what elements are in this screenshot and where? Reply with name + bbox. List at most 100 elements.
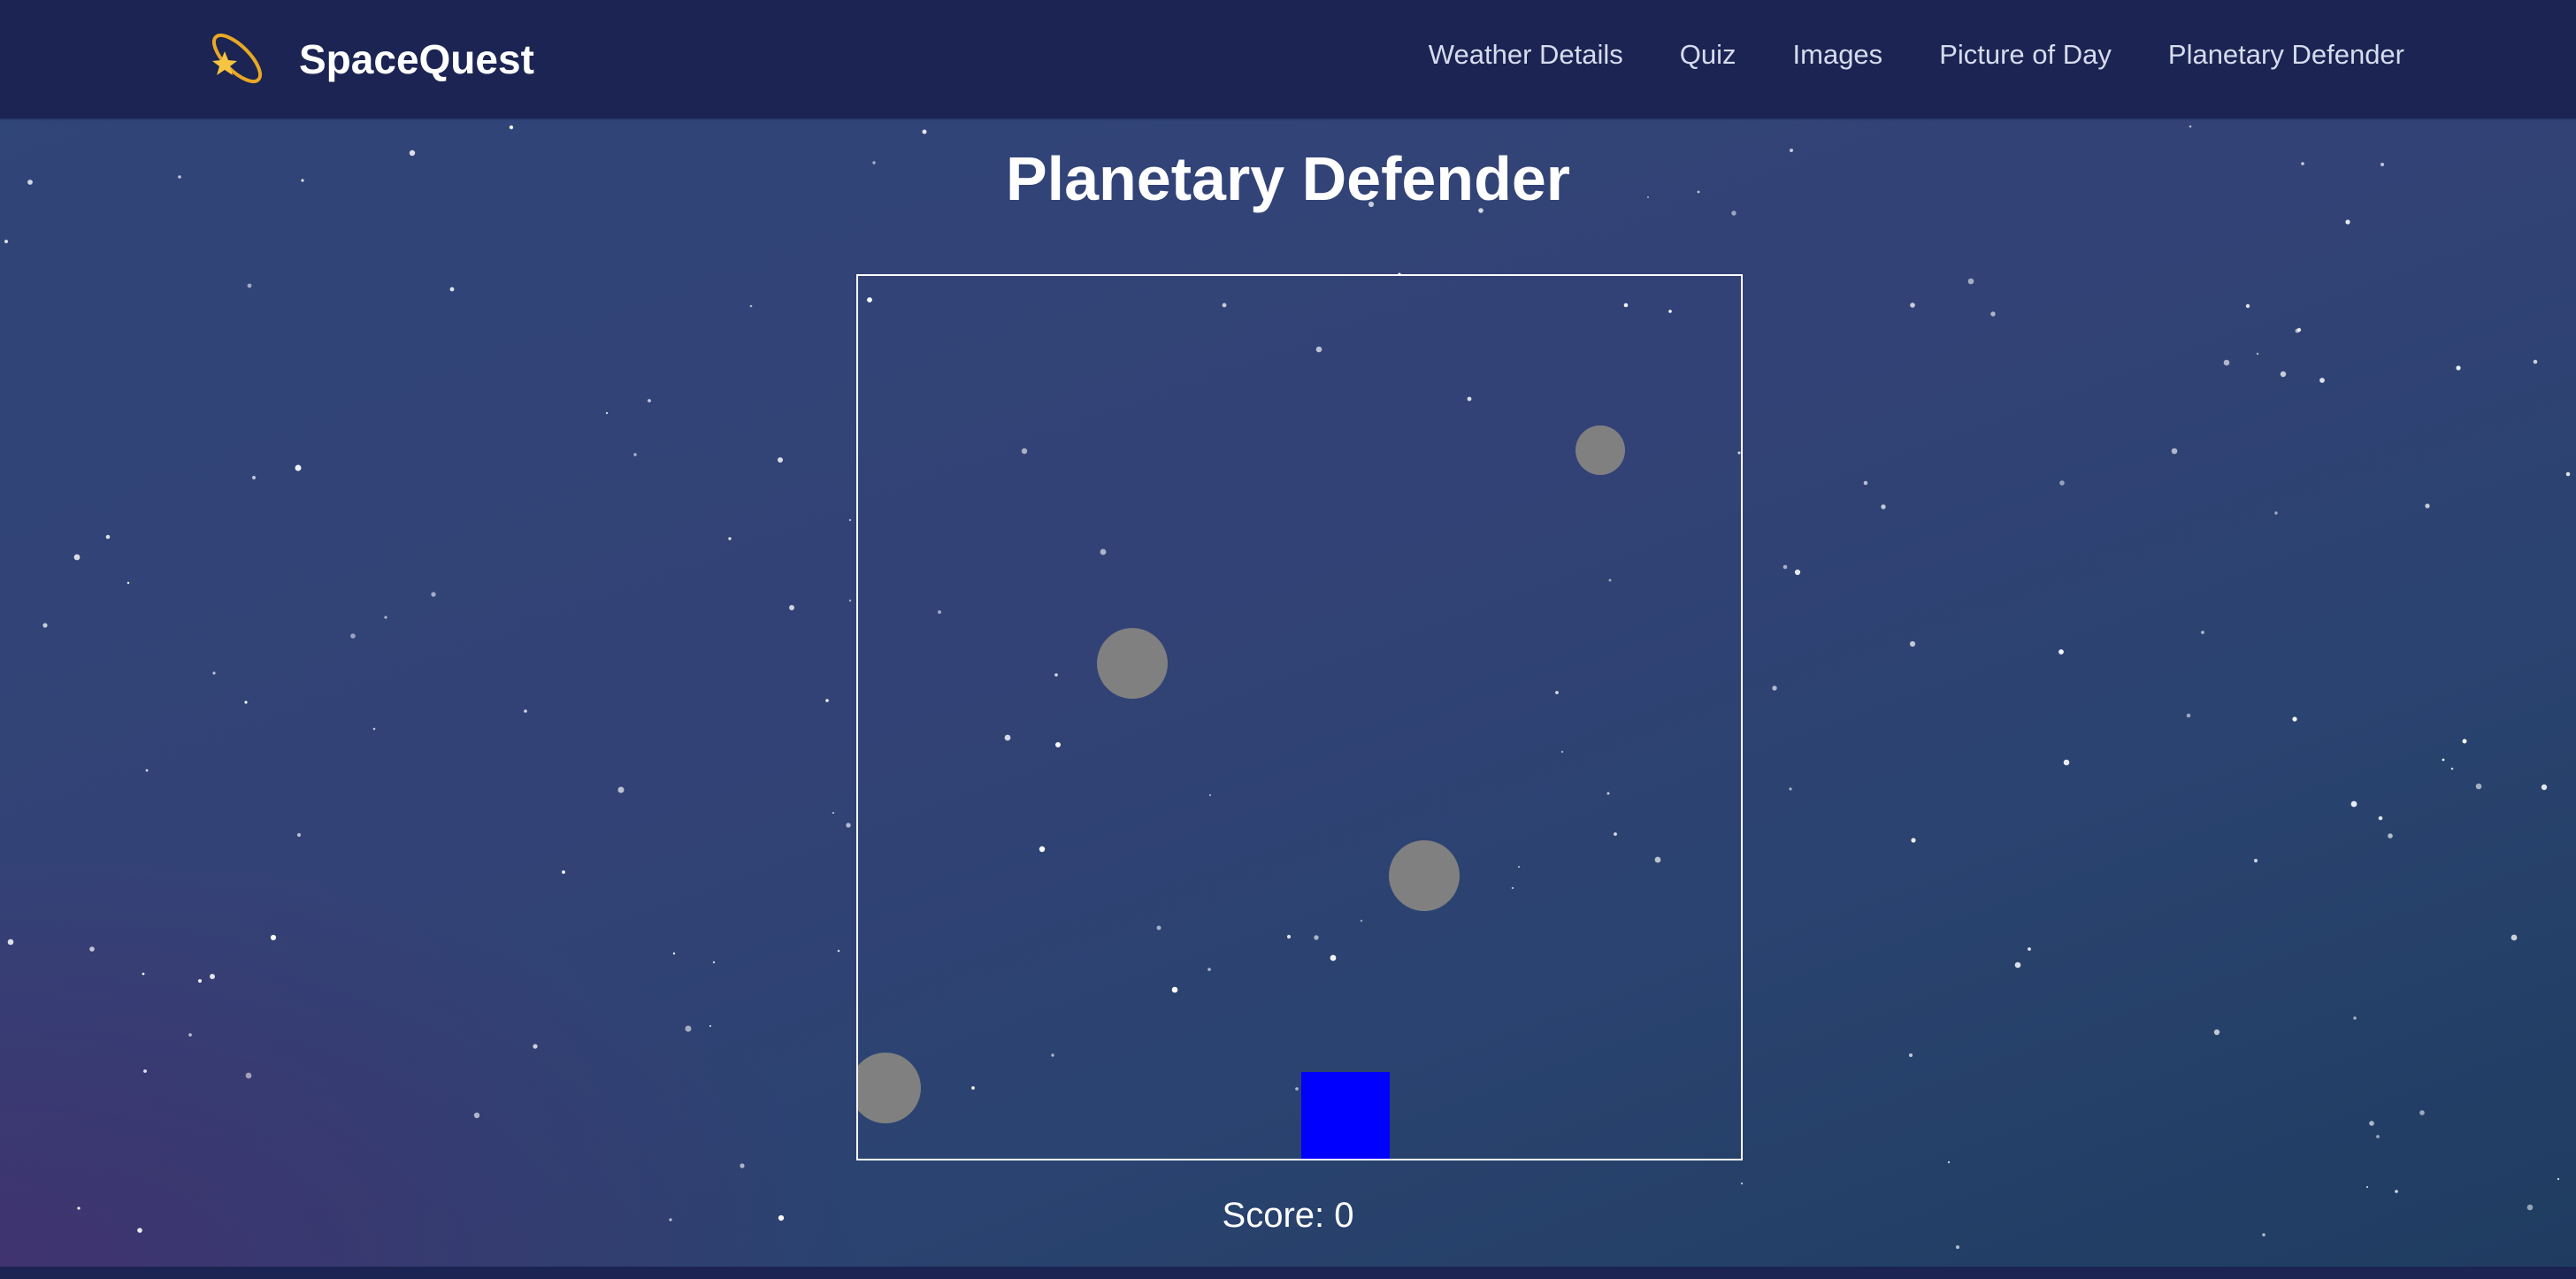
star (533, 1044, 538, 1049)
star (2345, 219, 2350, 225)
dizzy-star-icon[interactable] (205, 27, 267, 88)
star (2201, 631, 2204, 634)
star (2442, 758, 2445, 762)
nav-link-weather-details[interactable]: Weather Details (1428, 39, 1623, 70)
star (296, 832, 302, 838)
star (2511, 934, 2518, 941)
brand-name[interactable]: SpaceQuest (299, 36, 534, 82)
star (2395, 1190, 2398, 1193)
star (1315, 346, 1322, 353)
star (1039, 846, 1046, 853)
star (1051, 1053, 1054, 1057)
star (524, 709, 527, 713)
star (848, 518, 852, 522)
star (2171, 448, 2178, 455)
star (2223, 359, 2230, 366)
star (778, 457, 783, 463)
star (1909, 640, 1916, 647)
star (2376, 1135, 2380, 1138)
star (1782, 564, 1788, 570)
asteroid (1576, 425, 1625, 475)
star (1360, 919, 1363, 923)
star (2557, 1177, 2560, 1181)
star (633, 453, 637, 456)
star (562, 870, 565, 874)
star (2380, 163, 2384, 166)
star (1947, 1160, 1951, 1164)
star (2366, 1186, 2368, 1188)
star (1222, 303, 1227, 308)
star (2014, 961, 2021, 969)
star (2450, 767, 2454, 770)
star (2378, 816, 2383, 821)
star (1881, 504, 1886, 509)
star (669, 1218, 672, 1222)
star (2262, 1233, 2266, 1237)
star (709, 1024, 712, 1028)
star (2063, 759, 2070, 766)
asteroid (858, 1053, 921, 1123)
star (247, 283, 252, 288)
star (42, 623, 48, 628)
star (409, 149, 416, 157)
star (2388, 833, 2393, 839)
nav-link-quiz[interactable]: Quiz (1679, 39, 1736, 70)
star (212, 671, 216, 675)
star (1208, 968, 1211, 971)
star (2419, 1110, 2425, 1115)
star (1330, 954, 1337, 961)
star (126, 581, 130, 585)
star (301, 179, 304, 182)
player-ship (1301, 1072, 1390, 1159)
star (270, 934, 277, 941)
star (740, 1163, 745, 1168)
star (2475, 783, 2482, 790)
star (1314, 935, 1319, 940)
nav-link-images[interactable]: Images (1792, 39, 1883, 70)
star (846, 823, 851, 828)
star (2353, 1016, 2357, 1020)
star (685, 1025, 692, 1032)
star (2425, 503, 2430, 509)
star (617, 786, 625, 793)
star (2245, 303, 2250, 309)
star (2533, 359, 2538, 364)
game-scene (858, 425, 1625, 1159)
star (2059, 480, 2065, 486)
star (245, 1072, 252, 1079)
star (2565, 471, 2571, 477)
star (2541, 784, 2548, 791)
star (2301, 162, 2304, 165)
star (143, 1069, 147, 1073)
star (1697, 190, 1700, 194)
footer-bar (0, 1267, 2576, 1279)
star (1004, 734, 1011, 741)
star (1511, 886, 1514, 890)
star (1021, 448, 1028, 455)
star (73, 554, 80, 561)
star (2319, 378, 2325, 383)
star (350, 633, 356, 639)
star (1171, 986, 1178, 993)
star (251, 475, 257, 480)
star (2292, 716, 2297, 722)
star (848, 599, 852, 602)
star (1731, 211, 1736, 216)
star (449, 287, 455, 292)
star (648, 399, 651, 402)
star (1560, 750, 1564, 754)
nav-link-picture-of-day[interactable]: Picture of Day (1939, 39, 2112, 70)
star (1368, 201, 1375, 208)
star (2350, 800, 2358, 808)
star (1518, 866, 1520, 868)
star (27, 180, 33, 185)
star (605, 411, 609, 415)
nav-link-planetary-defender[interactable]: Planetary Defender (2167, 39, 2404, 70)
star (1911, 838, 1916, 843)
star (1555, 691, 1559, 694)
star (971, 1086, 975, 1090)
star (832, 812, 834, 814)
star (2369, 1121, 2374, 1126)
game-canvas[interactable] (856, 274, 1743, 1160)
